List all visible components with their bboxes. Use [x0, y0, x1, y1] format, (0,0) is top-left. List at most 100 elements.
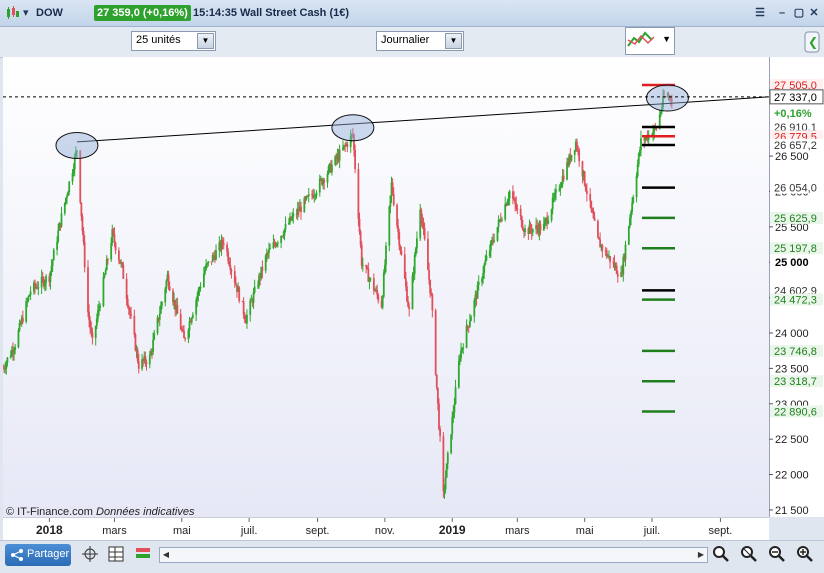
- close-icon[interactable]: ✕: [809, 7, 819, 19]
- candle-body: [319, 178, 322, 180]
- candle-body: [253, 286, 256, 293]
- chart-plot[interactable]: [3, 57, 769, 517]
- symbol-label[interactable]: DOW: [36, 7, 63, 19]
- candle-body: [499, 219, 502, 221]
- candle-body: [226, 244, 228, 252]
- candle: [500, 216, 503, 222]
- candle-body: [547, 220, 550, 224]
- candle: [244, 315, 247, 324]
- candle: [593, 211, 596, 221]
- level-label-bg: [770, 181, 823, 194]
- candle: [83, 235, 86, 273]
- candle-body: [35, 286, 38, 288]
- candle: [114, 241, 117, 255]
- candle: [156, 315, 159, 336]
- candle: [519, 204, 522, 221]
- candle: [17, 328, 20, 349]
- candle-body: [5, 362, 8, 369]
- zoom-in-icon[interactable]: [796, 545, 814, 563]
- candle-body: [584, 185, 587, 191]
- candle-body: [336, 154, 339, 160]
- candle-body: [13, 350, 15, 354]
- share-button[interactable]: Partager: [5, 544, 71, 566]
- candle-body: [26, 300, 29, 302]
- candle: [110, 237, 113, 262]
- candle-body: [234, 282, 237, 285]
- symbol-dropdown-icon[interactable]: ▾: [23, 7, 29, 19]
- candle-body: [375, 289, 377, 291]
- candle: [322, 177, 324, 190]
- candle-body: [643, 138, 646, 141]
- candle: [599, 232, 602, 248]
- candle: [397, 218, 400, 240]
- chevron-down-icon[interactable]: ▼: [197, 33, 214, 49]
- indicator-button[interactable]: ▼: [625, 27, 675, 55]
- candle-body: [157, 317, 160, 320]
- candle-body: [381, 296, 384, 308]
- scroll-right-icon[interactable]: ▶: [697, 550, 705, 559]
- svg-text:❮: ❮: [808, 35, 818, 49]
- candle: [242, 297, 245, 319]
- candle-body: [60, 213, 63, 227]
- candle: [212, 251, 215, 261]
- candle-body: [621, 272, 624, 275]
- candle-body: [659, 111, 662, 115]
- table-view-icon[interactable]: [107, 545, 125, 563]
- candle-body: [161, 302, 163, 306]
- candle: [228, 257, 231, 267]
- crosshair-cursor-icon[interactable]: [81, 545, 99, 563]
- zoom-reset-icon[interactable]: [740, 545, 758, 563]
- candle-body: [627, 226, 630, 245]
- period-select[interactable]: Journalier ▼: [376, 31, 464, 51]
- candle-body: [606, 256, 609, 258]
- candle-body: [529, 224, 532, 230]
- zoom-fit-icon[interactable]: [712, 545, 730, 563]
- candle-body: [45, 276, 47, 283]
- price-tick-label: 22 000: [775, 470, 809, 482]
- candle-body: [322, 179, 324, 185]
- candle: [361, 257, 364, 272]
- candle: [172, 288, 174, 306]
- scroll-left-icon[interactable]: ◀: [162, 550, 170, 559]
- candle: [411, 272, 414, 310]
- minimize-icon[interactable]: –: [778, 7, 786, 19]
- price-tag-label: 27 337,0: [774, 92, 817, 104]
- candle: [268, 242, 270, 259]
- candle: [473, 298, 476, 323]
- candle-body: [79, 150, 82, 203]
- candle-body: [296, 208, 299, 215]
- candlestick-app-icon[interactable]: [5, 5, 21, 21]
- candle: [73, 153, 76, 177]
- chevron-down-icon[interactable]: ▼: [445, 33, 462, 49]
- candle-body: [151, 351, 153, 353]
- candle-body: [462, 347, 465, 349]
- candle-body: [539, 224, 542, 231]
- candle: [598, 236, 600, 240]
- menu-icon[interactable]: ☰: [755, 7, 765, 19]
- chart-scrollbar[interactable]: ◀ ▶: [159, 547, 708, 563]
- zoom-out-icon[interactable]: [768, 545, 786, 563]
- candle: [33, 280, 35, 295]
- candle: [358, 212, 361, 235]
- level-label: 26 054,0: [774, 183, 817, 195]
- maximize-icon[interactable]: ▢: [793, 7, 805, 19]
- candle: [21, 310, 24, 324]
- candle-body: [135, 349, 138, 351]
- candle: [516, 204, 519, 215]
- candle-body: [174, 299, 177, 310]
- candle-body: [457, 360, 460, 388]
- units-select-value: 25 unités: [136, 34, 181, 46]
- candle-body: [570, 154, 573, 161]
- candle-body: [446, 453, 449, 464]
- candle: [430, 288, 433, 297]
- candle: [82, 226, 85, 246]
- date-axis[interactable]: 2018 mars mai juil. sept. nov. 2019 mars mai juil…: [3, 517, 769, 540]
- units-select[interactable]: 25 unités ▼: [131, 31, 216, 51]
- chart-layout-icon[interactable]: [134, 545, 152, 563]
- candle: [422, 217, 425, 236]
- candle-body: [578, 150, 581, 162]
- chevron-down-icon[interactable]: ▼: [662, 34, 671, 44]
- side-tools-button[interactable]: ❮: [802, 29, 822, 55]
- candle: [353, 133, 355, 157]
